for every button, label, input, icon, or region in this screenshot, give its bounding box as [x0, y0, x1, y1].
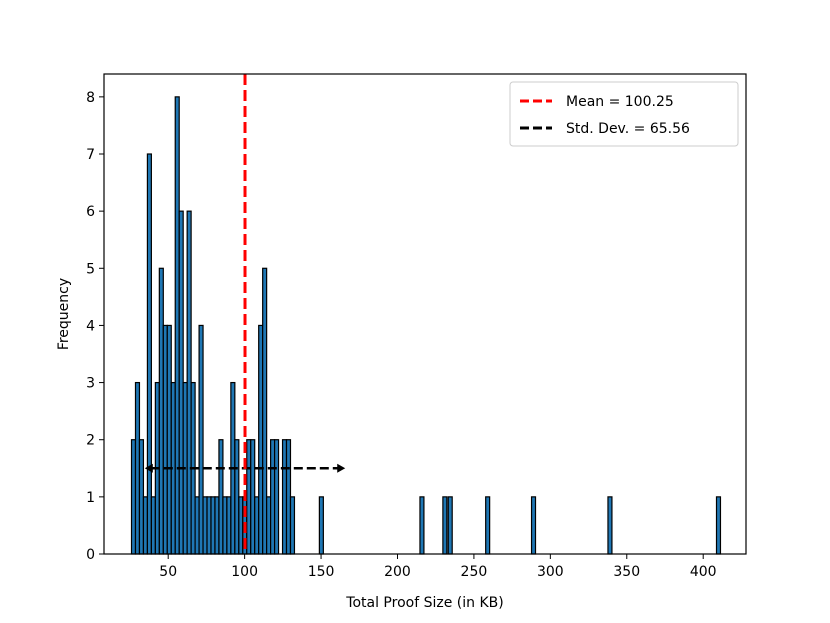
histogram-bar — [289, 496, 296, 555]
y-tick-label: 8 — [86, 90, 95, 106]
plot-frame — [103, 73, 747, 555]
histogram-bar — [485, 496, 491, 555]
y-tick-label: 2 — [86, 433, 95, 449]
x-tick-label: 400 — [690, 564, 717, 580]
y-tick-label: 7 — [86, 147, 95, 163]
histogram-bar — [250, 439, 256, 555]
histogram-bar — [419, 496, 425, 555]
histogram-bar — [186, 210, 192, 555]
std-dev-arrowhead-right — [337, 463, 346, 473]
legend-label: Mean = 100.25 — [566, 94, 674, 110]
x-tick-label: 50 — [159, 564, 177, 580]
histogram-bar — [270, 439, 276, 555]
x-axis-label: Total Proof Size (in KB) — [345, 595, 503, 611]
histogram-bar — [607, 496, 613, 555]
histogram-bar — [138, 439, 145, 555]
y-tick-label: 3 — [86, 376, 95, 392]
histogram-bar — [530, 496, 537, 555]
x-tick-label: 150 — [308, 564, 335, 580]
chart-axes: 50 100 150 200 250 300 350 400 0 1 2 3 4 5 6 7 8 — [86, 73, 747, 580]
histogram-bar — [146, 153, 152, 555]
legend-box — [509, 81, 739, 147]
histogram-bar — [273, 439, 280, 555]
histogram-bars — [130, 96, 722, 555]
x-tick-label: 200 — [384, 564, 411, 580]
histogram-bar — [285, 439, 292, 555]
histogram-bar — [166, 324, 172, 555]
chart-legend: Mean = 100.25 Std. Dev. = 65.56 — [509, 81, 739, 147]
histogram-bar — [130, 439, 137, 555]
x-tick-label: 250 — [461, 564, 488, 580]
chart-overlays — [144, 74, 346, 554]
y-axis-label: Frequency — [56, 278, 72, 350]
x-tick-label: 300 — [537, 564, 564, 580]
histogram-bar — [194, 496, 200, 555]
histogram-bar — [447, 496, 453, 555]
y-tick-label: 4 — [86, 318, 95, 334]
histogram-bar — [222, 496, 228, 555]
histogram-bar — [202, 496, 208, 555]
std-dev-arrowhead-left — [144, 463, 153, 473]
histogram-bar — [258, 324, 264, 555]
legend-label: Std. Dev. = 65.56 — [566, 121, 690, 137]
histogram-bar — [318, 496, 324, 555]
x-tick-label: 350 — [613, 564, 640, 580]
histogram-bar — [214, 496, 220, 555]
y-tick-label: 6 — [86, 204, 95, 220]
y-tick-label: 5 — [86, 261, 95, 277]
histogram-bar — [158, 267, 164, 555]
histogram-bar — [715, 496, 722, 555]
histogram-bar — [442, 496, 448, 555]
histogram-bar — [174, 96, 180, 555]
y-tick-label: 1 — [86, 490, 95, 506]
y-tick-label: 0 — [86, 547, 95, 563]
x-tick-label: 100 — [231, 564, 258, 580]
